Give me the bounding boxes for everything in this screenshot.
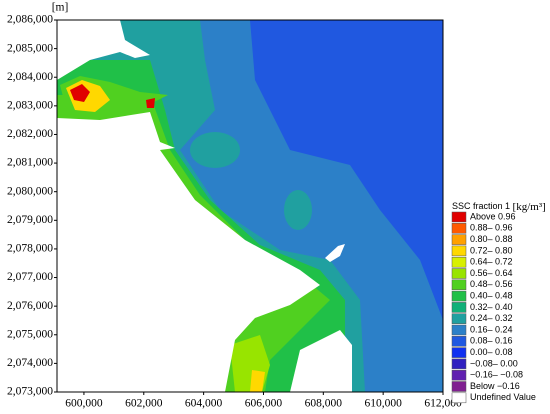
plot-frame xyxy=(56,19,444,393)
legend-label: Above 0.96 xyxy=(470,211,516,221)
land xyxy=(325,244,345,262)
contour-band xyxy=(146,98,155,108)
legend-label: 0.48– 0.56 xyxy=(470,279,513,289)
y-tick-label: 2,084,000 xyxy=(7,71,53,83)
x-tick-label: 606,000 xyxy=(245,398,283,410)
legend-swatch xyxy=(451,336,467,347)
legend-label: 0.64– 0.72 xyxy=(470,257,513,267)
x-tick-label: 610,000 xyxy=(364,398,402,410)
y-tick-label: 2,074,000 xyxy=(7,357,53,369)
y-tick-label: 2,086,000 xyxy=(7,14,53,26)
contour-field xyxy=(56,19,444,393)
legend: SSC fraction 1 [kg/m³] Above 0.96 0.88– 0… xyxy=(451,201,546,404)
legend-label: 0.56– 0.64 xyxy=(470,268,513,278)
legend-label: −0.16– −0.08 xyxy=(470,370,523,380)
legend-label: 0.88– 0.96 xyxy=(470,223,513,233)
contour-band xyxy=(190,132,240,168)
y-tick-label: 2,083,000 xyxy=(7,99,53,111)
legend-label: 0.16– 0.24 xyxy=(470,324,513,334)
legend-label: 0.40– 0.48 xyxy=(470,290,513,300)
contour-band xyxy=(250,370,265,392)
legend-label: Below −0.16 xyxy=(470,381,520,391)
legend-title-text: SSC fraction 1 xyxy=(452,201,510,211)
legend-label: 0.08– 0.16 xyxy=(470,336,513,346)
x-tick-label: 600,000 xyxy=(65,398,103,410)
legend-swatch xyxy=(451,324,467,336)
legend-label: −0.08– 0.00 xyxy=(470,358,518,368)
legend-swatch xyxy=(451,245,467,257)
legend-swatch xyxy=(451,211,467,223)
land xyxy=(57,112,320,392)
legend-swatch xyxy=(451,358,467,370)
contour-band xyxy=(284,190,312,230)
y-axis-label: [m] xyxy=(52,2,69,14)
legend-label: 0.24– 0.32 xyxy=(470,313,513,323)
legend-swatch xyxy=(451,347,467,358)
legend-label: 0.00– 0.08 xyxy=(470,347,513,357)
legend-label: Undefined Value xyxy=(470,392,536,402)
legend-label: 0.32– 0.40 xyxy=(470,302,513,312)
legend-swatch xyxy=(451,302,467,313)
legend-label: 0.72– 0.80 xyxy=(470,245,513,255)
x-tick-label: 602,000 xyxy=(125,398,163,410)
legend-swatch xyxy=(451,313,467,324)
legend-swatch xyxy=(451,268,467,279)
y-tick-label: 2,085,000 xyxy=(7,42,53,54)
contour-band xyxy=(70,84,90,102)
legend-swatch xyxy=(451,256,467,268)
y-tick-label: 2,079,000 xyxy=(7,214,53,226)
y-tick-label: 2,081,000 xyxy=(7,157,53,169)
y-tick-label: 2,077,000 xyxy=(7,271,53,283)
legend-swatch xyxy=(451,223,467,234)
legend-swatch xyxy=(451,279,467,291)
y-tick-label: 2,076,000 xyxy=(7,300,53,312)
legend-swatch xyxy=(451,234,467,245)
x-tick-label: 608,000 xyxy=(305,398,343,410)
y-tick-label: 2,078,000 xyxy=(7,243,53,255)
y-tick-label: 2,082,000 xyxy=(7,128,53,140)
legend-swatch xyxy=(451,392,467,404)
x-tick-label: 604,000 xyxy=(185,398,223,410)
y-tick-label: 2,075,000 xyxy=(7,328,53,340)
legend-swatch xyxy=(451,381,467,392)
legend-swatch xyxy=(451,369,467,381)
y-tick-label: 2,080,000 xyxy=(7,185,53,197)
legend-swatch xyxy=(451,290,467,302)
land xyxy=(57,20,150,80)
y-tick-label: 2,073,000 xyxy=(7,386,53,398)
legend-unit: [kg/m³] xyxy=(513,201,546,213)
legend-title: SSC fraction 1 [kg/m³] xyxy=(452,201,546,213)
land xyxy=(290,330,352,392)
axes: 2,073,000 2,074,000 2,075,000 2,076,000 2,07… xyxy=(7,14,462,410)
legend-label: 0.80– 0.88 xyxy=(470,234,513,244)
